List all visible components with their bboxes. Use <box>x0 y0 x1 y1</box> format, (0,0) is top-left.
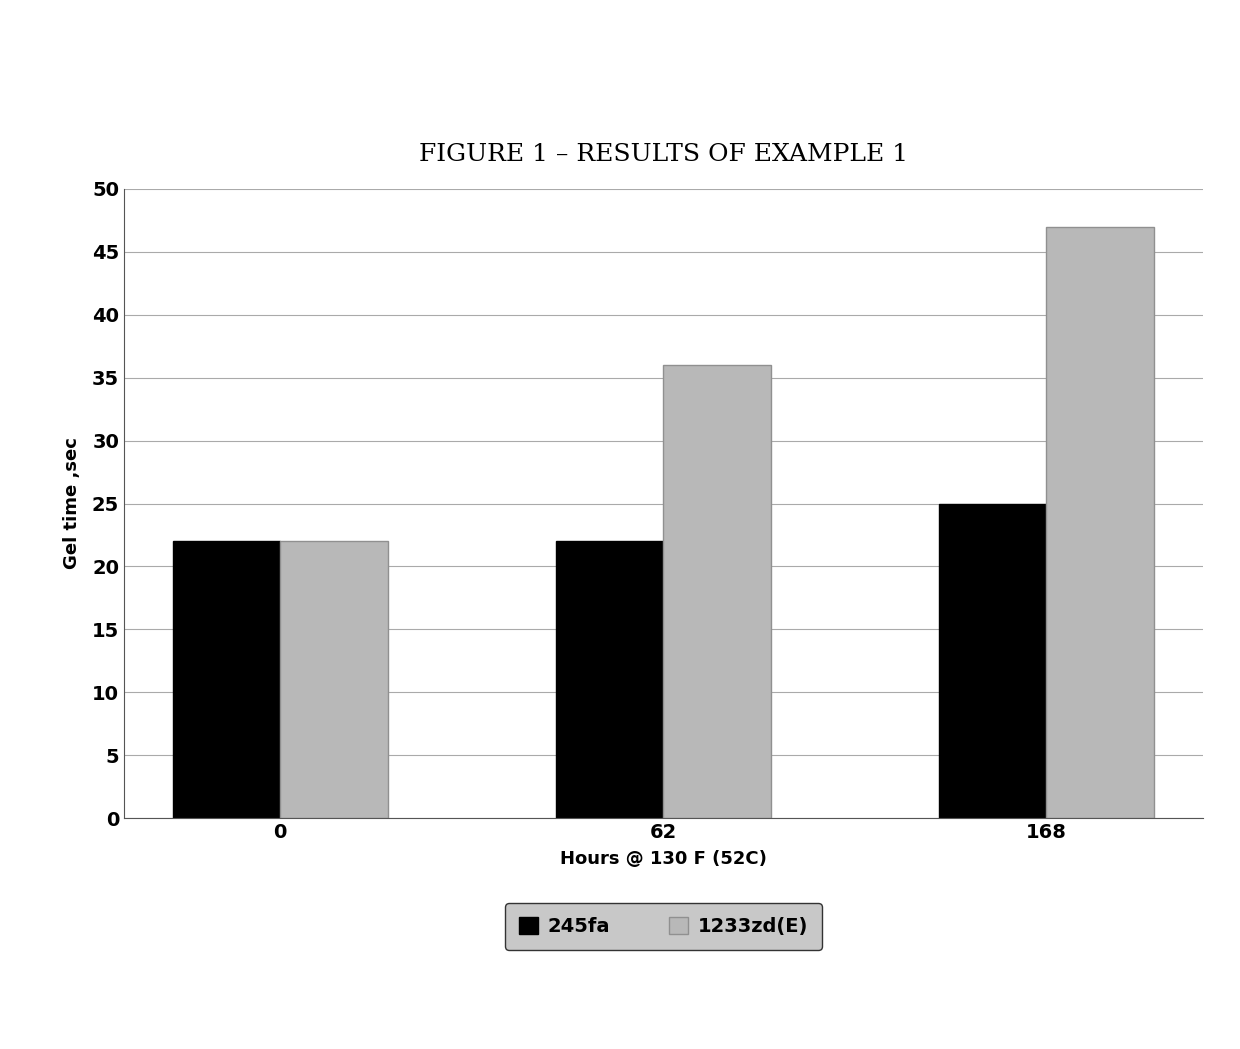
Title: FIGURE 1 – RESULTS OF EXAMPLE 1: FIGURE 1 – RESULTS OF EXAMPLE 1 <box>419 143 908 166</box>
Y-axis label: Gel time ,sec: Gel time ,sec <box>63 437 81 570</box>
Bar <box>556 541 663 818</box>
Bar <box>280 541 388 818</box>
Bar <box>663 365 771 818</box>
Bar <box>1047 227 1153 818</box>
X-axis label: Hours @ 130 F (52C): Hours @ 130 F (52C) <box>560 851 766 869</box>
Legend: 245fa, 1233zd(E): 245fa, 1233zd(E) <box>505 903 822 950</box>
Bar <box>939 504 1047 818</box>
Bar <box>174 541 280 818</box>
